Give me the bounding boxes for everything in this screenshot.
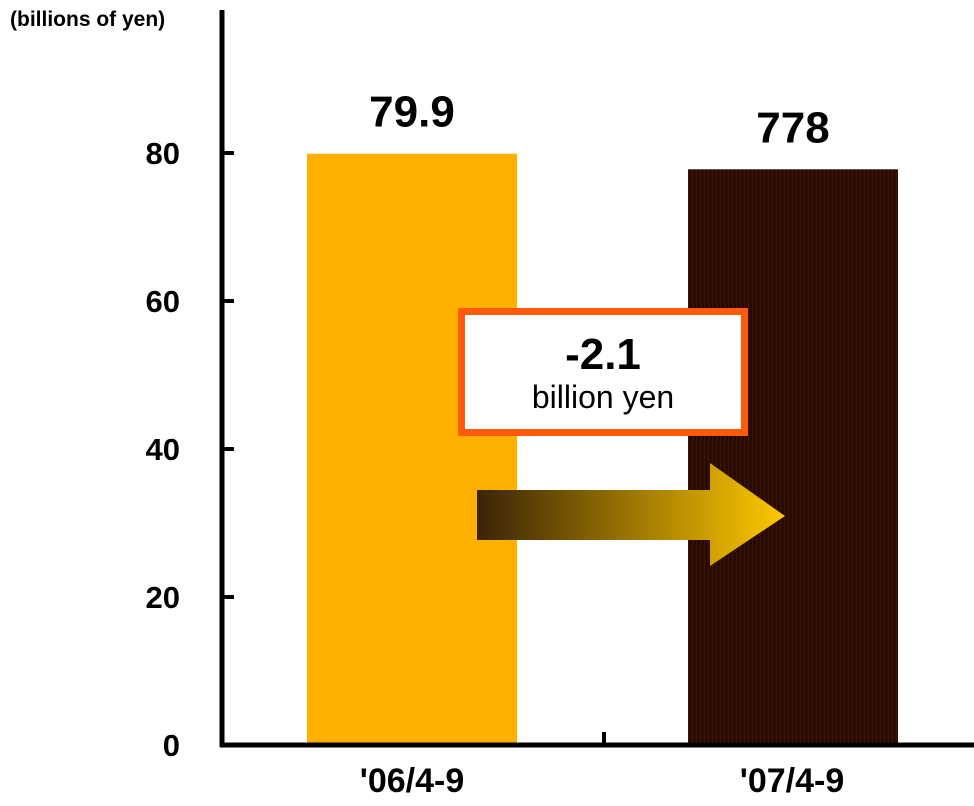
x-category-label: '06/4-9 [360,762,465,800]
y-tick-label: 0 [163,728,180,763]
x-category-label: '07/4-9 [740,762,845,800]
change-callout: -2.1 billion yen [458,308,748,436]
bar-1 [307,153,517,746]
y-tick-label: 20 [146,580,180,615]
bar-data-label: 79.9 [369,88,455,137]
bar-2 [688,169,898,745]
y-tick-label: 80 [146,136,180,171]
y-axis-unit-label: (billions of yen) [10,8,166,31]
bar-data-label: 778 [756,103,829,152]
y-tick-label: 40 [146,432,180,467]
change-unit: billion yen [531,379,675,415]
y-tick-label: 60 [146,284,180,319]
change-value: -2.1 [565,330,641,379]
change-arrow [477,463,785,566]
